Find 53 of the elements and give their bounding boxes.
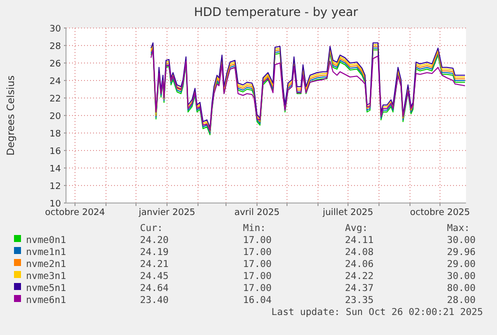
text: 29.00 xyxy=(447,259,476,270)
text: 24.21 xyxy=(140,259,169,270)
legend-label: nvme0n1 xyxy=(26,235,66,246)
y-tick-label: 10 xyxy=(50,200,62,210)
x-tick-label: juillet 2025 xyxy=(322,208,374,218)
y-tick-label: 20 xyxy=(50,112,62,122)
text: 24.08 xyxy=(345,247,374,258)
legend-label: nvme3n1 xyxy=(26,271,66,282)
text: 30.00 xyxy=(447,235,476,246)
x-tick-label: janvier 2025 xyxy=(138,208,196,218)
text: 24.11 xyxy=(345,235,374,246)
text: 24.45 xyxy=(140,271,169,282)
text: 17.00 xyxy=(243,235,272,246)
text: 29.96 xyxy=(447,247,476,258)
x-tick-label: octobre 2025 xyxy=(410,208,470,218)
text: 23.35 xyxy=(345,295,374,306)
text: 24.22 xyxy=(345,271,374,282)
y-tick-label: 28 xyxy=(50,42,62,52)
text: 17.00 xyxy=(243,271,272,282)
text: 24.06 xyxy=(345,259,374,270)
text: Avg: xyxy=(345,223,368,234)
text: 23.40 xyxy=(140,295,169,306)
y-tick-label: 26 xyxy=(50,60,62,70)
y-tick-label: 14 xyxy=(50,164,62,174)
chart-title: HDD temperature - by year xyxy=(194,5,358,19)
text: 17.00 xyxy=(243,259,272,270)
text: Min: xyxy=(243,223,266,234)
y-tick-label: 16 xyxy=(50,147,62,157)
text: Last update: Sun Oct 26 02:00:21 2025 xyxy=(271,307,483,318)
y-tick-label: 12 xyxy=(50,182,61,192)
legend-label: nvme6n1 xyxy=(26,295,66,306)
y-tick-label: 24 xyxy=(50,77,62,87)
text: 24.19 xyxy=(140,247,169,258)
x-tick-label: avril 2025 xyxy=(234,208,280,218)
text: 16.04 xyxy=(243,295,272,306)
y-tick-label: 22 xyxy=(50,94,61,104)
text: 24.64 xyxy=(140,283,169,294)
y-tick-label: 18 xyxy=(50,130,62,140)
text: 17.00 xyxy=(243,283,272,294)
text: 30.00 xyxy=(447,271,476,282)
text: 24.37 xyxy=(345,283,374,294)
legend-label: nvme1n1 xyxy=(26,247,66,258)
text: 28.00 xyxy=(447,295,476,306)
legend-label: nvme2n1 xyxy=(26,259,66,270)
text: 24.20 xyxy=(140,235,169,246)
text: Cur: xyxy=(140,223,163,234)
y-axis-title: Degrees Celsius xyxy=(6,75,17,156)
legend-label: nvme5n1 xyxy=(26,283,66,294)
text: 80.00 xyxy=(447,283,476,294)
text: Max: xyxy=(447,223,470,234)
y-tick-label: 30 xyxy=(50,24,62,34)
x-tick-label: octobre 2024 xyxy=(44,208,106,218)
text: 17.00 xyxy=(243,247,272,258)
